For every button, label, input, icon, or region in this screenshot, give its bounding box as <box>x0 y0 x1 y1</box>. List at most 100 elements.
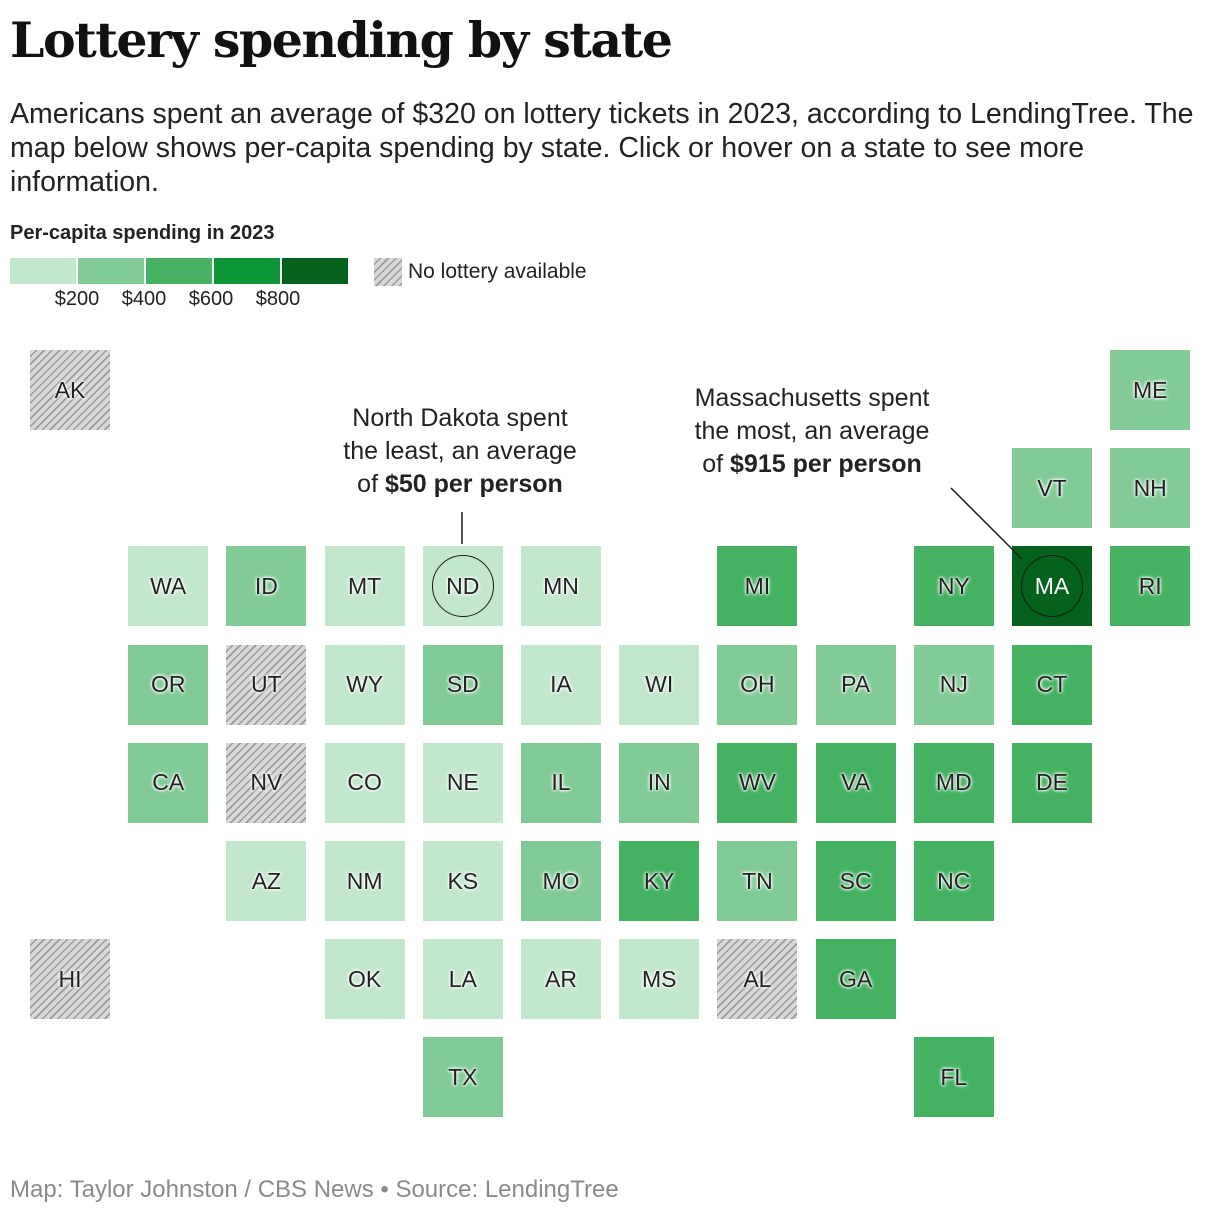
state-tile-ne[interactable]: NE <box>422 742 503 823</box>
state-label: MI <box>744 572 771 599</box>
annotation-massachusetts: Massachusetts spent the most, an average… <box>662 382 962 481</box>
state-tile-or[interactable]: OR <box>128 644 209 725</box>
state-tile-nj[interactable]: NJ <box>913 644 994 725</box>
state-tile-ok[interactable]: OK <box>324 939 405 1020</box>
state-tile-nm[interactable]: NM <box>324 841 405 921</box>
state-tile-wi[interactable]: WI <box>619 644 700 725</box>
state-tile-la[interactable]: LA <box>422 939 503 1020</box>
state-label: AK <box>54 376 86 403</box>
legend-swatch-5 <box>282 258 348 284</box>
state-label: NV <box>250 769 283 796</box>
state-label: WI <box>645 671 674 698</box>
state-tile-ct[interactable]: CT <box>1012 644 1092 725</box>
state-label: MD <box>935 769 972 796</box>
state-label: MO <box>542 867 580 894</box>
state-label: ME <box>1132 376 1168 403</box>
state-label: IL <box>551 769 571 796</box>
state-label: SD <box>446 671 479 698</box>
state-label: GA <box>838 965 873 992</box>
state-tile-nh[interactable]: NH <box>1110 448 1191 529</box>
state-label: CA <box>152 769 185 796</box>
state-tile-ia[interactable]: IA <box>521 644 601 725</box>
state-tile-oh[interactable]: OH <box>717 644 798 725</box>
state-label: WV <box>738 769 776 796</box>
state-tile-sd[interactable]: SD <box>422 644 503 725</box>
state-label: CT <box>1036 671 1068 698</box>
annotation-north-dakota: North Dakota spent the least, an average… <box>310 402 610 501</box>
state-label: PA <box>841 671 871 698</box>
state-label: FL <box>940 1063 968 1090</box>
state-tile-md[interactable]: MD <box>913 742 994 823</box>
annotation-ma-line1: Massachusetts spent <box>694 384 930 412</box>
state-tile-ms[interactable]: MS <box>619 939 700 1020</box>
state-label: CO <box>347 769 382 796</box>
state-label: OH <box>740 671 775 698</box>
legend-swatch-2 <box>78 258 144 284</box>
state-label: MT <box>347 572 382 599</box>
state-tile-tn[interactable]: TN <box>717 841 798 921</box>
state-label: ID <box>254 572 278 599</box>
state-tile-ca[interactable]: CA <box>128 742 209 823</box>
state-tile-wa[interactable]: WA <box>128 546 209 627</box>
state-tile-nd[interactable]: ND <box>422 546 503 627</box>
state-tile-mn[interactable]: MN <box>521 546 601 627</box>
state-label: DE <box>1036 769 1068 796</box>
state-tile-az[interactable]: AZ <box>226 841 307 921</box>
state-tile-ut[interactable]: UT <box>226 644 307 725</box>
state-label: MN <box>543 572 579 599</box>
state-tile-il[interactable]: IL <box>521 742 601 823</box>
state-label: IN <box>647 769 671 796</box>
state-label: IA <box>550 671 572 698</box>
state-tile-in[interactable]: IN <box>619 742 700 823</box>
legend-tick-label: $600 <box>188 288 234 310</box>
state-tile-sc[interactable]: SC <box>815 841 896 921</box>
state-tile-ks[interactable]: KS <box>422 841 503 921</box>
state-tile-wv[interactable]: WV <box>717 742 798 823</box>
legend-swatch-4 <box>214 258 280 284</box>
state-tile-ri[interactable]: RI <box>1110 546 1191 627</box>
state-label: TX <box>448 1063 478 1090</box>
state-tile-nv[interactable]: NV <box>226 742 307 823</box>
highlight-ring <box>1021 555 1083 618</box>
state-label: LA <box>448 965 477 992</box>
state-tile-pa[interactable]: PA <box>815 644 896 725</box>
annotation-ma-line2: the most, an average <box>694 417 930 445</box>
state-tile-va[interactable]: VA <box>815 742 896 823</box>
state-tile-tx[interactable]: TX <box>422 1037 503 1118</box>
annotation-nd-line1: North Dakota spent <box>352 404 568 432</box>
state-tile-ga[interactable]: GA <box>815 939 896 1020</box>
state-label: NY <box>937 572 970 599</box>
state-label: AR <box>545 965 577 992</box>
state-tile-mo[interactable]: MO <box>521 841 601 921</box>
state-tile-al[interactable]: AL <box>717 939 798 1020</box>
state-tile-de[interactable]: DE <box>1012 742 1092 823</box>
hatch-swatch <box>374 258 402 286</box>
state-tile-wy[interactable]: WY <box>324 644 405 725</box>
state-label: OR <box>150 671 186 698</box>
state-tile-hi[interactable]: HI <box>30 939 110 1020</box>
state-tile-mi[interactable]: MI <box>717 546 798 627</box>
annotation-nd-line3: of $50 per person <box>357 470 563 498</box>
state-tile-vt[interactable]: VT <box>1012 448 1092 529</box>
state-label: VA <box>841 769 871 796</box>
state-label: MA <box>1034 572 1070 599</box>
state-label: NM <box>346 867 383 894</box>
state-label: ND <box>446 572 480 599</box>
state-tile-co[interactable]: CO <box>324 742 405 823</box>
state-label: NE <box>446 769 479 796</box>
state-tile-ky[interactable]: KY <box>619 841 700 921</box>
state-tile-fl[interactable]: FL <box>913 1037 994 1118</box>
highlight-ring <box>431 555 494 618</box>
state-tile-mt[interactable]: MT <box>324 546 405 627</box>
page-title: Lottery spending by state <box>10 11 673 69</box>
state-tile-nc[interactable]: NC <box>913 841 994 921</box>
legend-swatch-3 <box>146 258 212 284</box>
state-tile-id[interactable]: ID <box>226 546 307 627</box>
state-tile-ny[interactable]: NY <box>913 546 994 627</box>
state-tile-ak[interactable]: AK <box>30 350 110 430</box>
state-tile-ma[interactable]: MA <box>1012 546 1092 627</box>
state-tile-me[interactable]: ME <box>1110 350 1191 430</box>
state-tile-ar[interactable]: AR <box>521 939 601 1020</box>
legend-tick-label: $200 <box>54 288 100 310</box>
state-label: OK <box>347 965 382 992</box>
